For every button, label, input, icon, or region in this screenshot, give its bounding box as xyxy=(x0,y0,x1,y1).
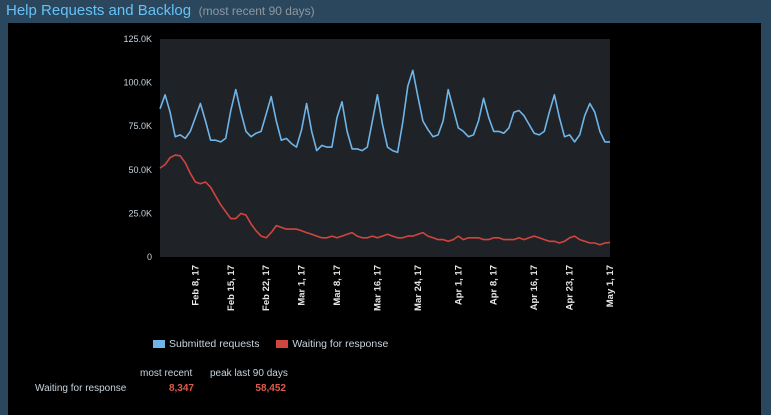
plot-area xyxy=(160,39,610,257)
x-tick-label: Mar 1, 17 xyxy=(297,265,308,306)
x-tick-label: Apr 23, 17 xyxy=(565,265,576,310)
legend-item-submitted[interactable]: Submitted requests xyxy=(153,338,259,350)
legend-label-submitted: Submitted requests xyxy=(169,338,260,350)
chart-panel: 0 25.0K 50.0K 75.0K 100.0K 125.0K Feb 8, 17 Fe… xyxy=(8,23,761,415)
x-tick-label: Mar 16, 17 xyxy=(372,265,383,311)
y-tick-label: 125.0K xyxy=(123,34,152,44)
series-submitted-line xyxy=(159,69,610,154)
stats-header-most-recent: most recent xyxy=(140,368,193,379)
chart-subtitle: (most recent 90 days) xyxy=(198,4,315,18)
x-tick-label: Mar 24, 17 xyxy=(413,265,424,311)
x-tick-label: Feb 8, 17 xyxy=(190,265,201,306)
x-tick-label: Mar 8, 17 xyxy=(332,265,343,306)
legend-label-waiting: Waiting for response xyxy=(292,338,389,350)
x-tick-label: Apr 16, 17 xyxy=(529,265,540,310)
x-tick-label: Feb 15, 17 xyxy=(226,265,237,311)
stats-row-label: Waiting for response xyxy=(35,383,127,394)
legend: Submitted requests Waiting for response xyxy=(153,338,402,351)
x-tick-label: Apr 8, 17 xyxy=(489,265,500,305)
stats-header-peak: peak last 90 days xyxy=(210,368,288,379)
y-tick-label: 50.0K xyxy=(128,165,152,175)
stats-most-recent-value: 8,347 xyxy=(168,383,194,394)
y-tick-label: 0 xyxy=(147,252,152,262)
legend-item-waiting[interactable]: Waiting for response xyxy=(276,338,388,350)
legend-swatch-waiting xyxy=(276,340,289,348)
legend-swatch-submitted xyxy=(153,340,165,348)
stats-peak-value: 58,452 xyxy=(255,383,286,394)
y-tick-label: 100.0K xyxy=(123,78,152,88)
y-tick-label: 25.0K xyxy=(128,208,152,218)
x-tick-label: Feb 22, 17 xyxy=(261,265,272,311)
chart-header: Help Requests and Backlog (most recent 9… xyxy=(6,2,315,22)
chart-title: Help Requests and Backlog xyxy=(6,2,192,19)
line-chart: 0 25.0K 50.0K 75.0K 100.0K 125.0K Feb 8, 17 Fe… xyxy=(123,34,616,311)
series-waiting-line xyxy=(159,154,611,246)
x-tick-label: May 1, 17 xyxy=(605,265,616,307)
y-tick-label: 75.0K xyxy=(128,121,152,131)
x-tick-label: Apr 1, 17 xyxy=(453,265,464,305)
